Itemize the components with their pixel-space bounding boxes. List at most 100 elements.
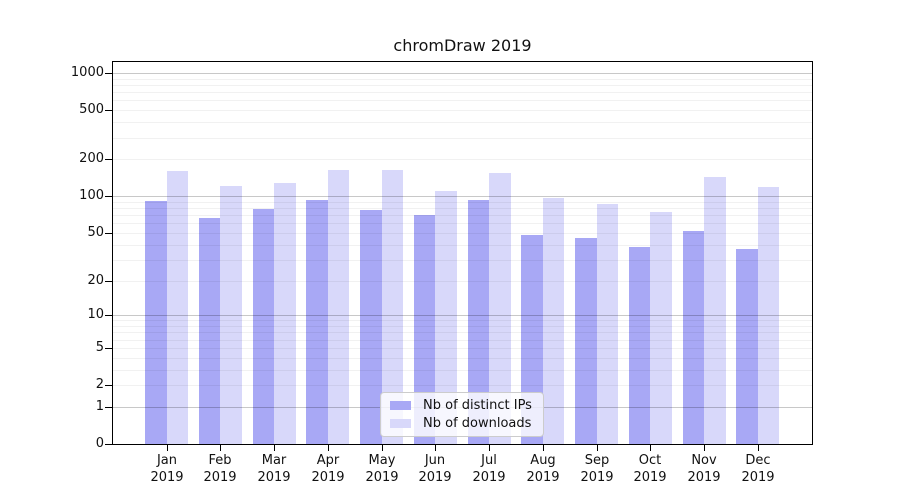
- bar-ips-jul: [467, 200, 490, 444]
- gridline-minor: [113, 280, 812, 282]
- bar-ips-jan: [145, 201, 167, 444]
- y-tick-label: 100: [79, 188, 104, 203]
- bar-ips-nov: [682, 230, 705, 444]
- bar-downloads-apr: [327, 170, 350, 444]
- x-tick-label-apr: Apr 2019: [311, 453, 345, 485]
- chart-title: chromDraw 2019: [393, 36, 532, 55]
- grid-layer: [113, 62, 812, 444]
- gridline-minor: [113, 208, 812, 209]
- gridline-minor: [113, 332, 812, 334]
- gridline-minor: [113, 259, 812, 261]
- legend-swatch-downloads: [390, 419, 411, 428]
- bar-downloads-jun: [435, 191, 457, 444]
- x-tick-label-oct: Oct 2019: [633, 453, 667, 485]
- gridline-minor: [113, 92, 812, 94]
- bar-ips-apr: [306, 199, 328, 444]
- bar-downloads-aug: [542, 198, 565, 444]
- y-tick-label: 2: [95, 377, 104, 392]
- gridline-major: [113, 315, 812, 317]
- bar-ips-mar: [252, 209, 275, 444]
- y-tick-label: 1000: [70, 65, 104, 80]
- y-tick-label: 50: [87, 225, 104, 240]
- x-tick-mark: [543, 445, 544, 451]
- y-tick-mark: [105, 159, 112, 160]
- x-tick-mark: [382, 445, 383, 451]
- gridline-minor: [113, 78, 812, 80]
- x-tick-label-aug: Aug 2019: [526, 453, 560, 485]
- legend-item-distinct-ips: Nb of distinct IPs: [390, 398, 532, 413]
- bar-downloads-may: [381, 170, 404, 444]
- y-tick-mark: [105, 348, 112, 349]
- bars-layer: [113, 62, 812, 444]
- gridline-minor: [113, 85, 812, 86]
- gridline-minor: [113, 201, 812, 203]
- gridline-minor: [113, 232, 812, 234]
- x-tick-mark: [328, 445, 329, 451]
- bar-downloads-nov: [704, 177, 726, 444]
- bar-ips-sep: [575, 238, 597, 444]
- gridline-minor: [113, 320, 812, 322]
- x-tick-label-jul: Jul 2019: [472, 453, 506, 485]
- bar-downloads-jul: [489, 173, 511, 444]
- legend-item-downloads: Nb of downloads: [390, 416, 532, 431]
- bar-downloads-oct: [650, 212, 672, 444]
- y-tick-label: 1: [95, 399, 104, 414]
- x-tick-label-mar: Mar 2019: [257, 453, 291, 485]
- x-tick-mark: [167, 445, 168, 451]
- y-tick-label: 200: [79, 151, 104, 166]
- bar-ips-aug: [521, 235, 543, 444]
- bar-ips-may: [360, 210, 382, 444]
- x-tick-mark: [220, 445, 221, 451]
- x-tick-mark: [650, 445, 651, 451]
- gridline-minor: [113, 326, 812, 327]
- y-tick-mark: [105, 73, 112, 74]
- gridline-major: [113, 73, 812, 74]
- gridline-minor: [113, 357, 812, 359]
- x-tick-mark: [758, 445, 759, 451]
- legend-label: Nb of distinct IPs: [423, 398, 532, 413]
- bar-downloads-feb: [220, 185, 242, 444]
- x-tick-label-dec: Dec 2019: [741, 453, 775, 485]
- y-tick-mark: [105, 281, 112, 282]
- y-tick-mark: [105, 233, 112, 234]
- gridline-minor: [113, 244, 812, 246]
- y-tick-label: 500: [79, 102, 104, 117]
- legend-label: Nb of downloads: [423, 416, 532, 431]
- x-tick-mark: [435, 445, 436, 451]
- x-tick-mark: [597, 445, 598, 451]
- y-tick-mark: [105, 385, 112, 386]
- bar-ips-jun: [413, 215, 436, 444]
- gridline-minor: [113, 339, 812, 341]
- gridline-major: [113, 196, 812, 198]
- y-tick-label: 5: [95, 340, 104, 355]
- y-tick-mark: [105, 110, 112, 111]
- bar-downloads-sep: [596, 204, 619, 444]
- gridline-minor: [113, 347, 812, 349]
- legend-swatch-ips: [390, 401, 411, 410]
- x-tick-label-sep: Sep 2019: [580, 453, 614, 485]
- plot-area: [112, 61, 813, 445]
- y-tick-mark: [105, 444, 112, 445]
- y-tick-label: 10: [87, 307, 104, 322]
- gridline-minor: [113, 122, 812, 124]
- gridline-minor: [113, 223, 812, 225]
- x-tick-label-nov: Nov 2019: [687, 453, 721, 485]
- gridline-minor: [113, 100, 812, 102]
- x-tick-label-may: May 2019: [365, 453, 399, 485]
- gridline-minor: [113, 137, 812, 139]
- bar-ips-oct: [628, 247, 651, 444]
- bar-ips-feb: [198, 218, 221, 444]
- y-tick-label: 0: [95, 436, 104, 451]
- y-tick-mark: [105, 315, 112, 316]
- x-tick-mark: [274, 445, 275, 451]
- x-tick-mark: [489, 445, 490, 451]
- x-tick-label-jan: Jan 2019: [150, 453, 184, 485]
- x-tick-label-feb: Feb 2019: [203, 453, 237, 485]
- bar-downloads-mar: [274, 183, 296, 444]
- legend: Nb of distinct IPs Nb of downloads: [380, 392, 544, 437]
- bar-downloads-dec: [757, 187, 780, 444]
- x-tick-label-jun: Jun 2019: [418, 453, 452, 485]
- y-tick-label: 20: [87, 273, 104, 288]
- gridline-minor: [113, 215, 812, 217]
